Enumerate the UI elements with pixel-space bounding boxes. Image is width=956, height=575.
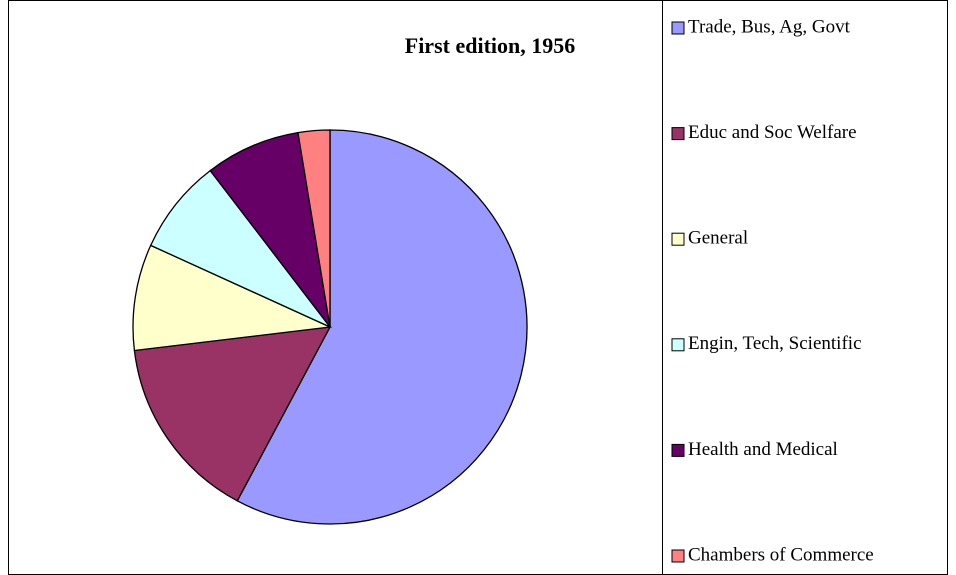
legend-swatch [671, 443, 685, 457]
legend-swatch [671, 21, 685, 35]
pie-slice [209, 131, 331, 328]
legend-label: Health and Medical [688, 439, 838, 460]
legend-label: Educ and Soc Welfare [688, 122, 857, 143]
pie-slice [149, 169, 331, 328]
legend-swatch [671, 232, 685, 246]
legend-label: General [688, 228, 748, 249]
pie-slice [236, 129, 528, 525]
chart-title: First edition, 1956 [405, 33, 576, 58]
legend-label: Chambers of Commerce [688, 544, 874, 565]
legend-label: Trade, Bus, Ag, Govt [688, 16, 851, 37]
pie-slice [132, 244, 333, 352]
pie-slice [297, 129, 331, 328]
legend-swatch [671, 338, 685, 352]
legend-swatch [671, 549, 685, 563]
pie-slice [133, 326, 332, 502]
legend-swatch [671, 127, 685, 141]
legend-label: Engin, Tech, Scientific [688, 333, 862, 354]
